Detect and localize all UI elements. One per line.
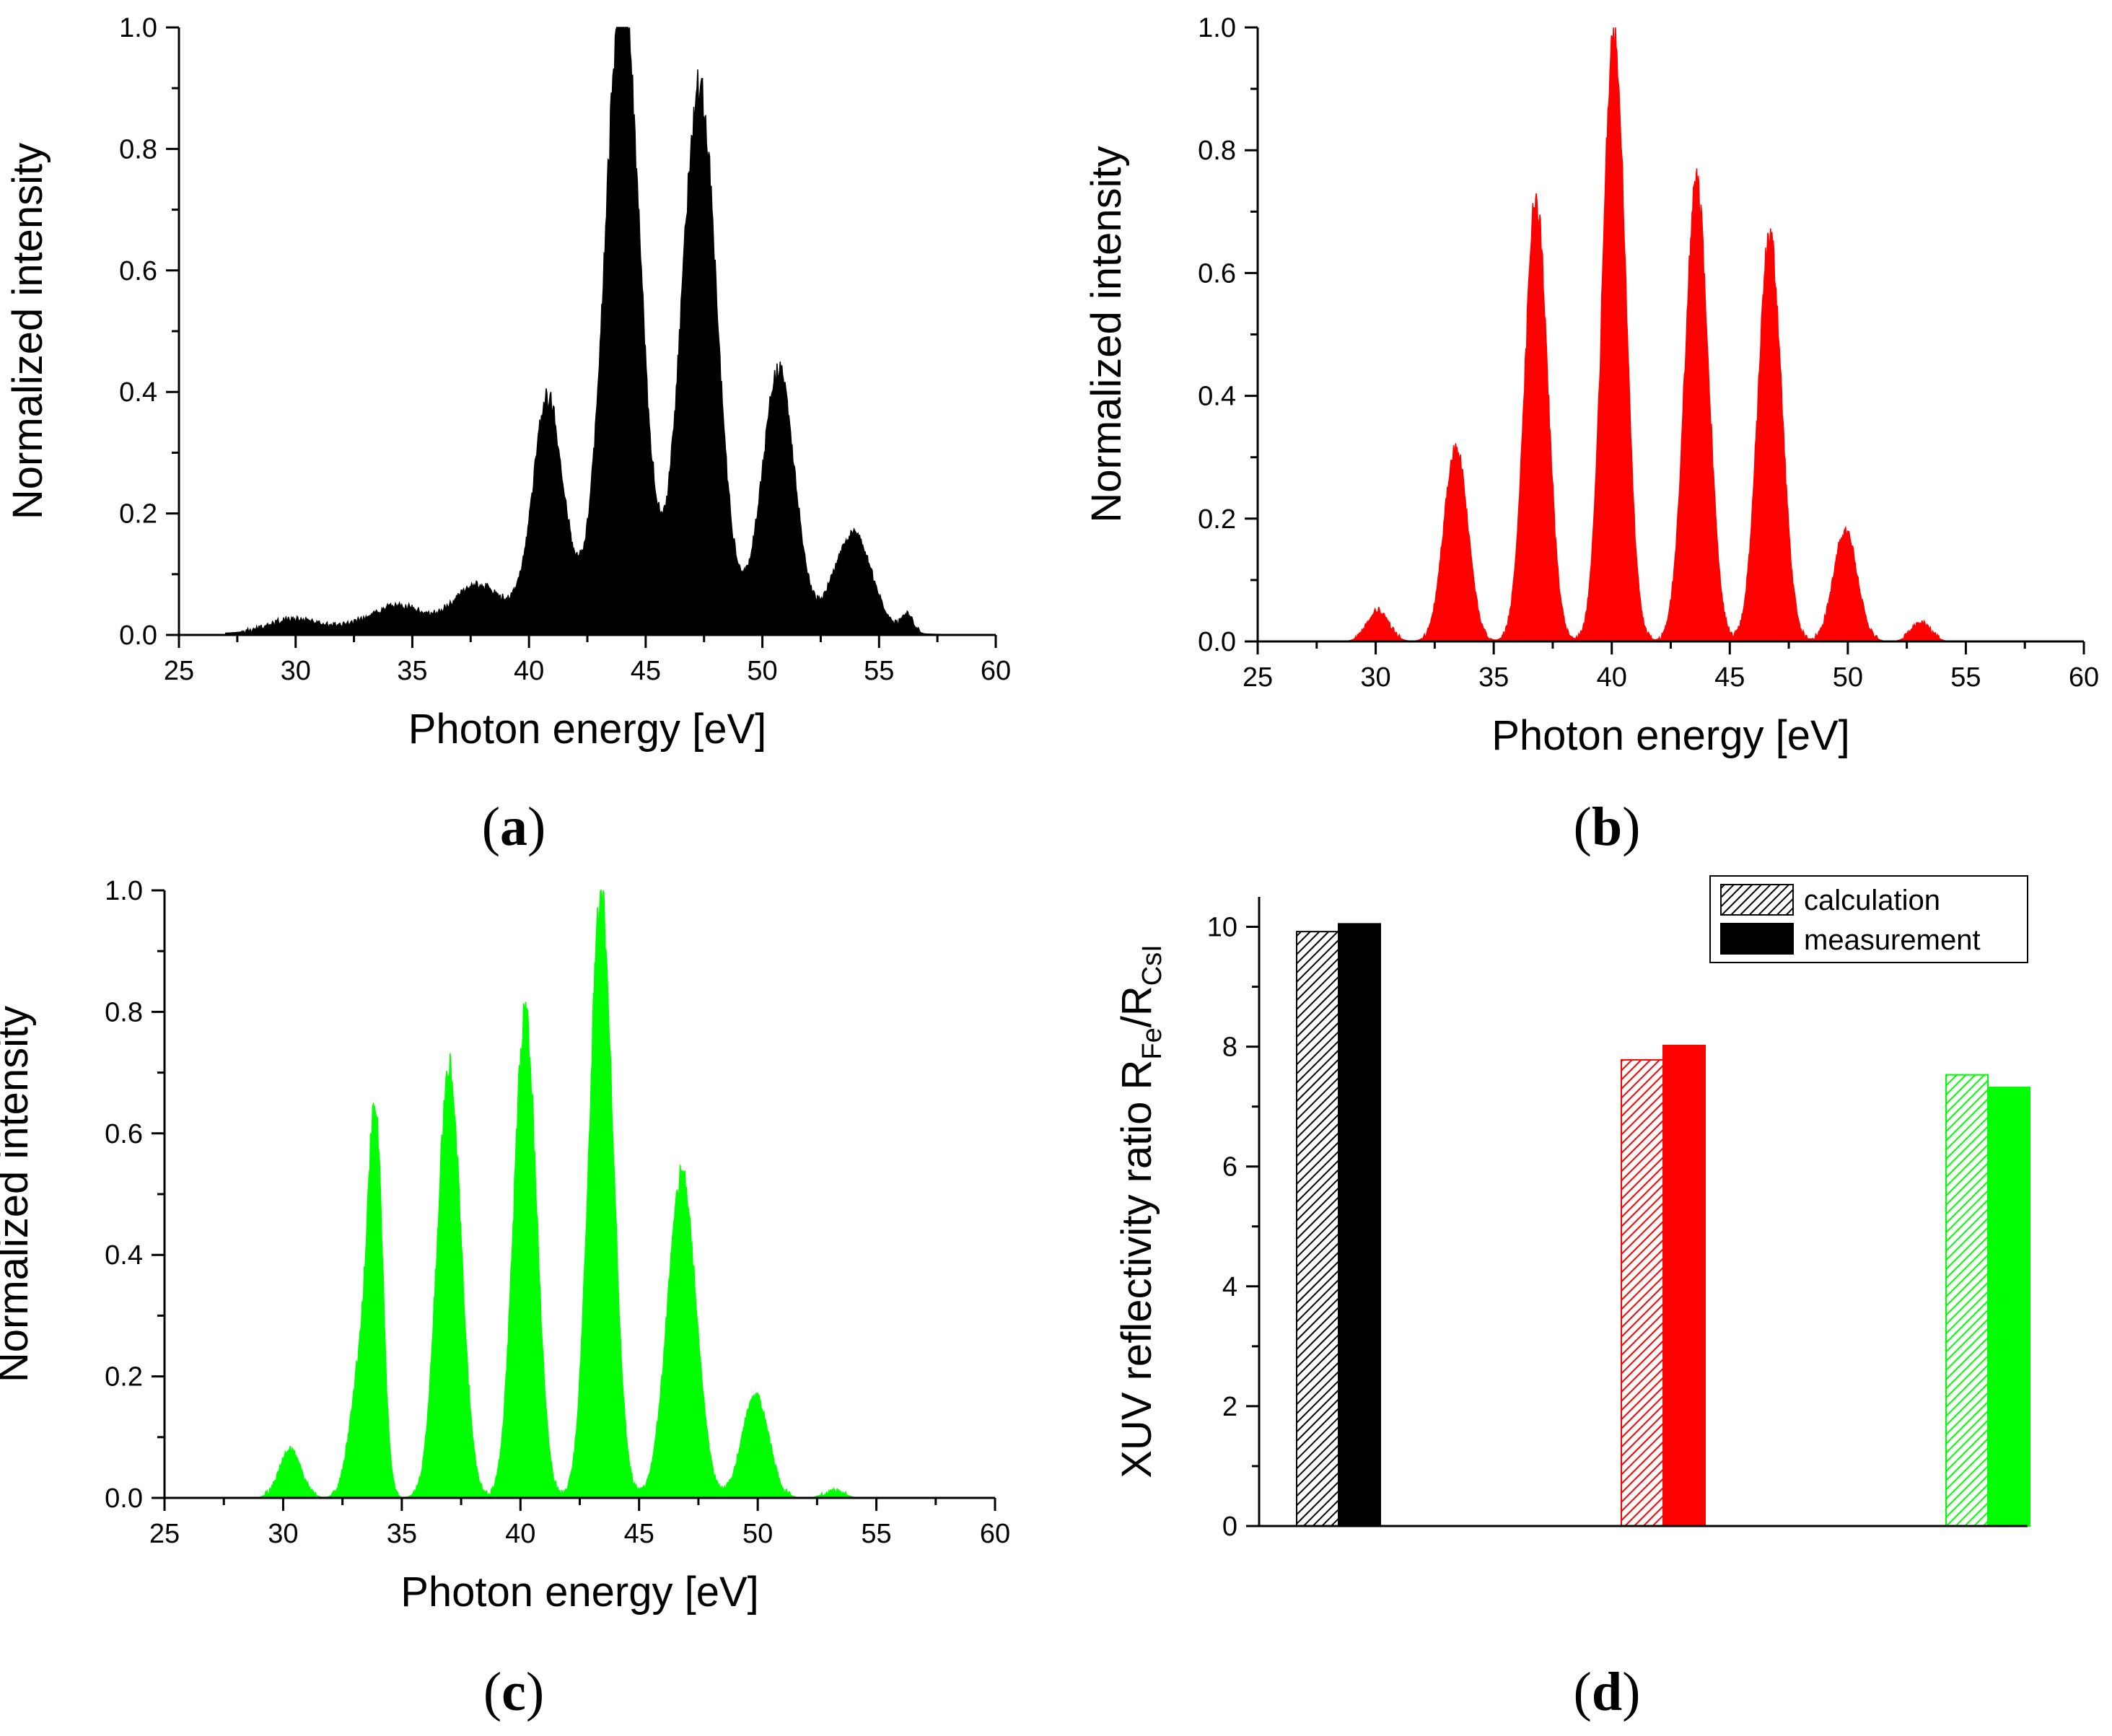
y-axis-label-main: XUV reflectivity ratio R: [1113, 1060, 1160, 1478]
bar-calculation: [1296, 931, 1339, 1527]
y-tick-label: 6: [1222, 1152, 1237, 1183]
y-tick-label: 1.0: [105, 876, 143, 906]
y-tick-label: 0: [1222, 1512, 1237, 1542]
y-tick-label: 1.0: [1198, 13, 1236, 43]
legend-swatch-measurement: [1720, 923, 1794, 955]
bar-measurement: [1987, 1087, 2030, 1527]
x-tick-label: 25: [1243, 662, 1273, 693]
x-tick-label: 40: [1597, 662, 1627, 693]
bar-calculation: [1945, 1074, 1989, 1527]
y-axis-label-sub-fe: Fe: [1137, 1027, 1167, 1059]
bar-measurement: [1662, 1044, 1706, 1527]
x-tick-label: 60: [981, 656, 1011, 686]
x-tick-label: 30: [268, 1519, 298, 1549]
y-tick-label: 8: [1222, 1033, 1237, 1063]
y-tick-label: 0.2: [1198, 504, 1236, 535]
y-tick-label: 0.8: [1198, 136, 1236, 166]
spectrum-area: [165, 889, 995, 1499]
spectrum-area: [1258, 27, 2084, 643]
panel-label-c: (c): [483, 1662, 545, 1722]
chart-c: 25 30 35 40 45 50 55 60 0.0 0.2 0.4 0.6 0.8 1.0 Photon…: [0, 876, 1010, 1616]
x-tick-label: 45: [631, 656, 661, 686]
y-tick-label: 0.8: [105, 997, 143, 1027]
y-tick-label: 0.0: [119, 621, 157, 651]
x-tick-label: 40: [505, 1519, 535, 1549]
y-tick-label: 0.4: [1198, 382, 1236, 412]
x-tick-label: 50: [742, 1519, 773, 1549]
legend-label-measurement: measurement: [1804, 924, 1981, 956]
y-tick-label: 1.0: [119, 13, 157, 43]
y-tick-label: 0.2: [119, 499, 157, 530]
y-tick-label: 0.6: [119, 256, 157, 286]
x-tick-label: 30: [1360, 662, 1390, 693]
y-tick-label: 4: [1222, 1272, 1237, 1302]
x-tick-label: 55: [864, 656, 894, 686]
y-tick-label: 0.8: [119, 134, 157, 165]
y-axis-label: Normalized intensity: [0, 1006, 37, 1382]
legend-label-calculation: calculation: [1804, 885, 1940, 916]
x-tick-label: 55: [1950, 662, 1981, 693]
panel-label-d: (d): [1573, 1662, 1641, 1722]
y-tick-label: 0.2: [105, 1362, 143, 1393]
x-tick-label: 25: [164, 656, 194, 686]
y-tick-label: 0.6: [1198, 258, 1236, 289]
x-tick-label: 50: [747, 656, 777, 686]
y-axis-label: Normalized intensity: [1083, 146, 1130, 522]
x-tick-label: 60: [2069, 662, 2099, 693]
y-tick-label: 2: [1222, 1392, 1237, 1422]
chart-d: 0 2 4 6 8 10 XUV reflectivity ratio RFe/RCsI ca…: [1113, 875, 2030, 1542]
bar-calculation: [1621, 1058, 1664, 1527]
x-axis-label: Photon energy [eV]: [400, 1569, 759, 1616]
y-axis-label: XUV reflectivity ratio RFe/RCsI: [1113, 944, 1167, 1478]
y-tick-label: 0.0: [105, 1483, 143, 1514]
y-tick-label: 0.4: [119, 377, 157, 408]
x-tick-label: 45: [624, 1519, 654, 1549]
x-tick-label: 45: [1714, 662, 1745, 693]
y-tick-label: 0.6: [105, 1119, 143, 1149]
x-tick-label: 35: [1478, 662, 1509, 693]
y-tick-label: 0.0: [1198, 627, 1236, 657]
x-tick-label: 30: [281, 656, 311, 686]
x-tick-label: 35: [397, 656, 427, 686]
spectrum-area: [179, 27, 996, 636]
x-axis-label: Photon energy [eV]: [408, 706, 767, 753]
y-tick-label: 0.4: [105, 1240, 143, 1271]
x-tick-label: 35: [387, 1519, 417, 1549]
x-tick-label: 40: [514, 656, 544, 686]
bar-measurement: [1338, 923, 1381, 1527]
chart-a: 25 30 35 40 45 50 55 60 0.0 0.2 0.4 0.6 0.8 1.0 Photon…: [4, 13, 1011, 753]
x-tick-label: 60: [980, 1519, 1010, 1549]
panel-label-b: (b): [1573, 797, 1641, 857]
y-axis-label: Normalized intensity: [4, 143, 51, 520]
chart-b: 25 30 35 40 45 50 55 60 0.0 0.2 0.4 0.6 0.8 1.0 Photon…: [1083, 13, 2099, 759]
panel-label-a: (a): [481, 797, 546, 857]
x-tick-label: 25: [149, 1519, 180, 1549]
legend: calculation measurement: [1709, 875, 2028, 963]
y-tick-label: 10: [1207, 913, 1237, 943]
y-axis-label-sub-csi: CsI: [1137, 944, 1167, 986]
y-axis-label-sep: /R: [1113, 986, 1160, 1027]
x-tick-label: 55: [861, 1519, 891, 1549]
legend-swatch-calculation: [1720, 884, 1794, 916]
x-axis-label: Photon energy [eV]: [1491, 712, 1850, 759]
x-tick-label: 50: [1833, 662, 1863, 693]
